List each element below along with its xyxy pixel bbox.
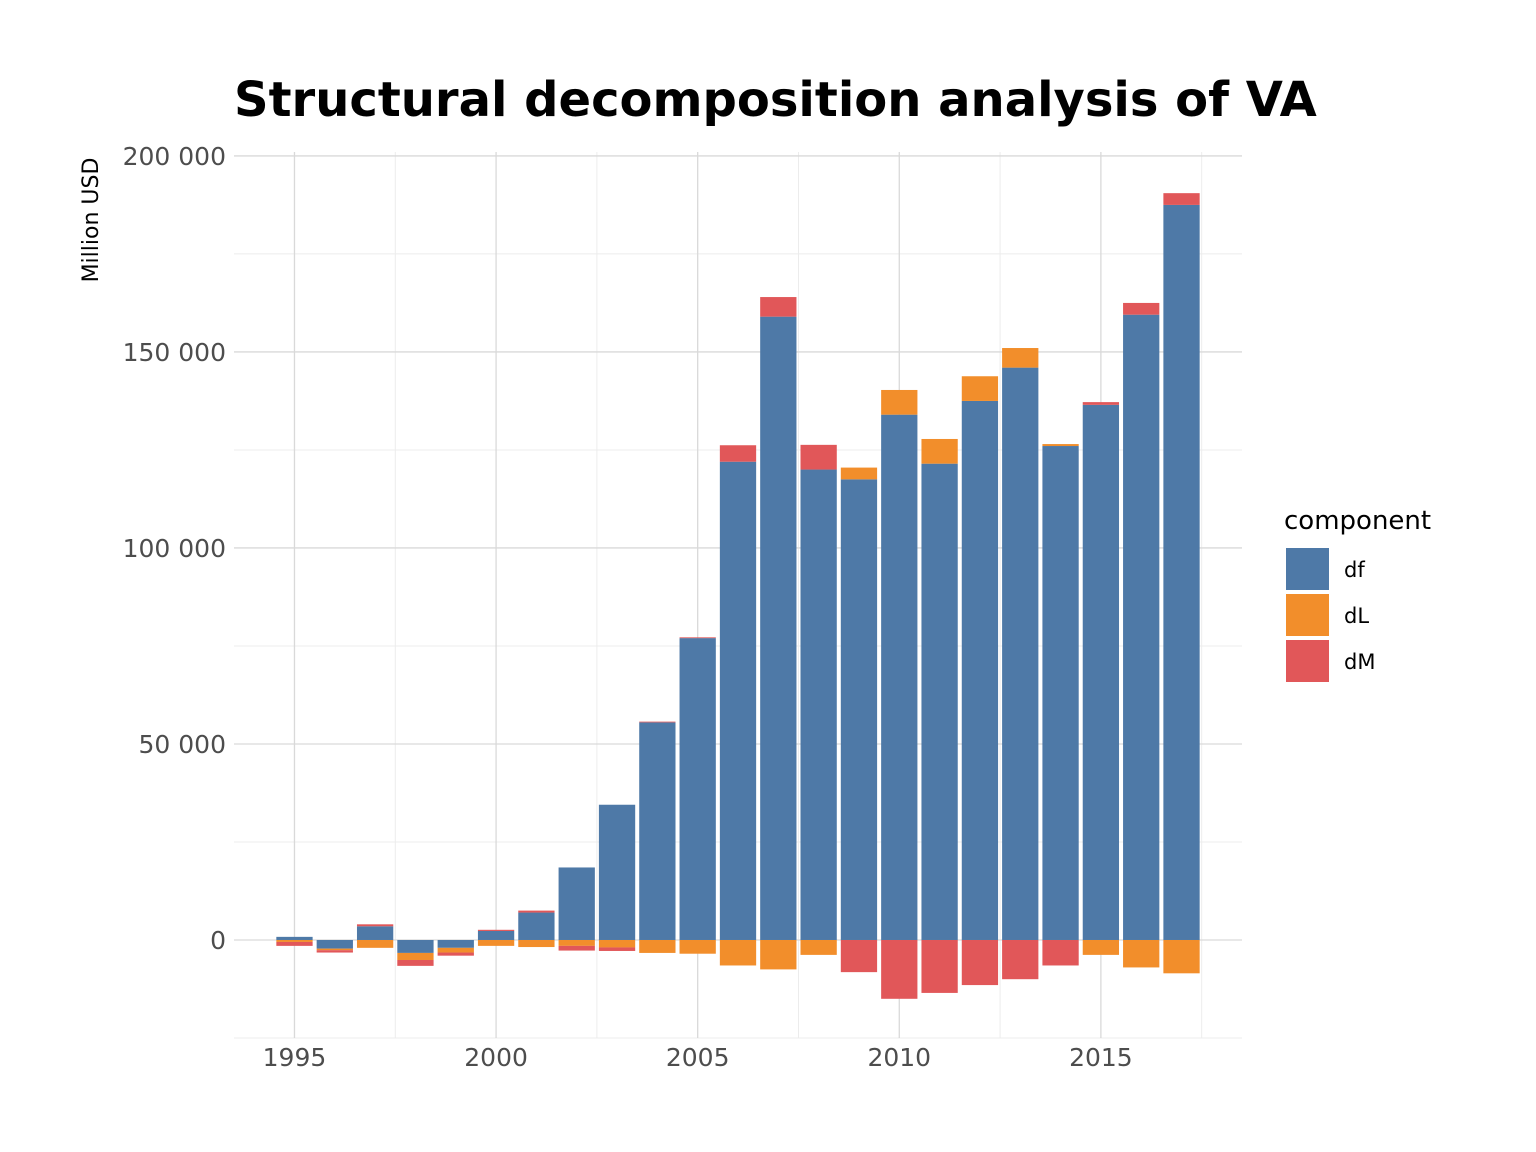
bar-df xyxy=(316,939,353,949)
legend-key-dL xyxy=(1286,594,1329,636)
bar-df xyxy=(639,722,676,940)
bar-dM xyxy=(276,941,313,946)
bar-dM xyxy=(518,910,555,913)
bar-df xyxy=(760,316,797,940)
bar-df xyxy=(437,939,474,948)
bar-dL xyxy=(558,939,595,946)
bar-df xyxy=(356,926,394,940)
bar-df xyxy=(598,804,636,940)
legend-label-df: df xyxy=(1344,558,1365,582)
bar-dM xyxy=(1042,939,1079,966)
bar-dM xyxy=(397,959,434,966)
bar-dM xyxy=(760,297,797,317)
bar-dM xyxy=(679,637,716,639)
y-tick-label: 0 xyxy=(210,926,226,955)
bar-dL xyxy=(719,939,757,966)
bar-dM xyxy=(921,939,958,993)
bar-dL xyxy=(598,939,636,948)
bar-dL xyxy=(1163,939,1200,974)
bar-dL xyxy=(800,939,837,955)
bar-df xyxy=(518,912,555,940)
bar-dL xyxy=(840,467,878,480)
chart-title: Structural decomposition analysis of VA xyxy=(234,72,1317,128)
y-tick-label: 150 000 xyxy=(123,338,226,367)
bar-df xyxy=(881,414,918,940)
x-tick-label: 1995 xyxy=(263,1043,327,1072)
bar-dL xyxy=(679,939,716,954)
bar-dM xyxy=(800,444,837,470)
bar-dM xyxy=(437,952,474,956)
bar-dL xyxy=(639,939,676,953)
bar-dL xyxy=(437,947,474,953)
bar-dM xyxy=(598,947,636,951)
bar-df xyxy=(679,638,716,940)
bar-dM xyxy=(477,929,515,931)
bar-dL xyxy=(881,389,918,415)
bar-dL xyxy=(518,939,555,948)
bar-dL xyxy=(276,939,313,942)
y-tick-label: 100 000 xyxy=(123,534,226,563)
legend: component df dL dM xyxy=(1284,506,1431,682)
bar-dL xyxy=(1082,939,1120,955)
bar-df xyxy=(800,469,837,940)
bar-dM xyxy=(961,939,999,986)
bar-dM xyxy=(356,924,394,927)
bar-df xyxy=(921,463,958,940)
y-tick-label: 50 000 xyxy=(139,730,226,759)
bar-df xyxy=(397,939,434,953)
x-tick-label: 2005 xyxy=(666,1043,730,1072)
bar-dL xyxy=(1002,348,1039,368)
bar-dM xyxy=(1082,402,1120,405)
y-tick-label: 200 000 xyxy=(123,142,226,171)
bar-dM xyxy=(1002,939,1039,980)
bar-df xyxy=(719,461,757,940)
bar-df xyxy=(1082,404,1120,940)
bar-dM xyxy=(881,939,918,999)
bar-dM xyxy=(1123,302,1160,315)
legend-key-df xyxy=(1286,548,1329,590)
bar-dM xyxy=(316,950,353,953)
bar-df xyxy=(558,867,595,940)
bar-df xyxy=(276,936,313,940)
bar-dL xyxy=(760,939,797,970)
bar-df xyxy=(840,479,878,940)
bar-dL xyxy=(316,948,353,951)
bar-dL xyxy=(961,376,999,401)
bar-dL xyxy=(397,952,434,960)
bar-dL xyxy=(1123,939,1160,968)
bar-dM xyxy=(1163,193,1200,205)
bar-dL xyxy=(477,939,515,946)
x-tick-label: 2000 xyxy=(464,1043,528,1072)
y-axis-title: Million USD xyxy=(79,158,104,283)
bar-df xyxy=(1002,367,1039,940)
bar-df xyxy=(1163,204,1200,940)
bar-dL xyxy=(921,438,958,464)
legend-key-dM xyxy=(1286,640,1329,682)
bar-dL xyxy=(1042,444,1079,447)
bars-layer xyxy=(276,193,1200,999)
axis-layer: 0 50 000 100 000 150 000 200 000 1995 2000 2005… xyxy=(123,142,1133,1072)
bar-df xyxy=(1123,314,1160,940)
x-tick-label: 2015 xyxy=(1069,1043,1133,1072)
legend-label-dL: dL xyxy=(1344,604,1369,628)
legend-label-dM: dM xyxy=(1344,650,1375,674)
legend-title: component xyxy=(1284,506,1431,536)
bar-dL xyxy=(356,939,394,948)
bar-dM xyxy=(639,721,676,723)
bar-df xyxy=(477,930,515,940)
bar-df xyxy=(1042,446,1079,940)
bar-dM xyxy=(840,939,878,973)
bar-dM xyxy=(719,445,757,462)
bar-df xyxy=(961,400,999,940)
x-tick-label: 2010 xyxy=(867,1043,931,1072)
bar-dM xyxy=(558,945,595,951)
